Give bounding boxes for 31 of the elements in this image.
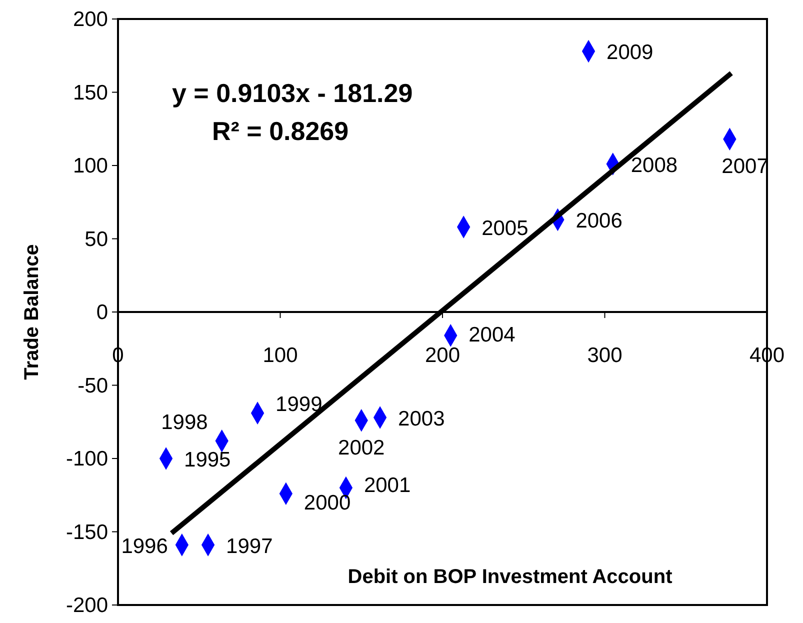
annotation: 1995 [184, 448, 231, 472]
y-tick-label: -200 [66, 594, 108, 617]
annotation: y = 0.9103x - 181.29 [172, 78, 413, 108]
annotation: 1996 [121, 534, 168, 558]
annotation: 2004 [468, 323, 516, 346]
y-axis-title: Trade Balance [21, 244, 43, 380]
annotation: 2007 [722, 155, 768, 178]
annotation: 2002 [338, 436, 385, 460]
y-tick-label: 0 [96, 301, 108, 324]
annotation: 2006 [576, 210, 622, 233]
annotation: 1999 [276, 393, 322, 416]
x-tick-label: 200 [424, 344, 460, 367]
x-axis-title: Debit on BOP Investment Account [348, 566, 673, 588]
y-tick-label: 100 [72, 154, 108, 178]
x-tick-label: 300 [587, 344, 622, 367]
annotation: R² = 0.8269 [212, 116, 349, 146]
annotation: 1998 [161, 410, 208, 434]
annotation: 2005 [482, 217, 528, 240]
y-tick-label: 50 [84, 228, 108, 251]
annotation: 2003 [398, 407, 445, 430]
y-tick-label: 200 [72, 8, 108, 31]
annotation: 2000 [304, 492, 351, 515]
y-tick-label: -100 [66, 448, 108, 470]
annotation: 2009 [606, 41, 654, 64]
y-tick-label: 150 [72, 81, 108, 104]
annotation: 2008 [630, 154, 678, 178]
annotation: 2001 [364, 474, 411, 497]
annotation: 1997 [226, 534, 273, 558]
x-tick-label: 100 [262, 344, 298, 367]
y-tick-label: -50 [78, 374, 108, 398]
y-tick-label: -150 [66, 520, 108, 544]
